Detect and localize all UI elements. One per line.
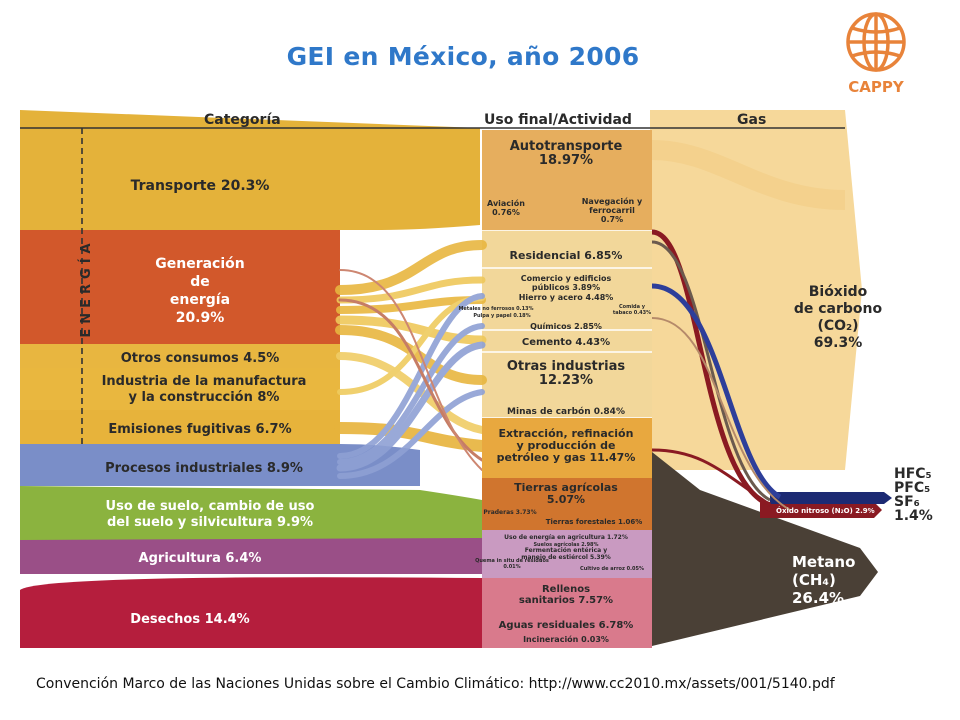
band-uso-suelo	[20, 486, 482, 540]
category-label-3: Industria de la manufactura y la construc…	[102, 374, 307, 405]
activity-label-22: Rellenos sanitarios 7.57%	[519, 584, 613, 606]
category-labels: Transporte 20.3% Generación de energía 20.9%…	[102, 178, 315, 627]
gas-label-n2o: Óxido nitroso (N₂O) 2.9%	[776, 506, 875, 515]
activity-label-0: Autotransporte 18.97%	[510, 139, 623, 168]
activity-labels: Autotransporte 18.97% Aviación 0.76% Navegac…	[458, 139, 651, 644]
tierras-agricolas-block	[482, 478, 652, 530]
activity-label-8: Comida y tabaco 0.43%	[613, 304, 651, 316]
activity-label-17: Uso de energía en agricultura 1.72%	[504, 534, 628, 541]
category-label-0: Transporte 20.3%	[131, 178, 270, 194]
category-label-2: Otros consumos 4.5%	[121, 351, 280, 366]
activity-label-2: Navegación y ferrocarril 0.7%	[582, 196, 643, 224]
band-transporte	[20, 110, 480, 230]
gas-flow-lines	[651, 140, 846, 511]
category-label-8: Desechos 14.4%	[130, 612, 249, 627]
activity-label-12: Minas de carbón 0.84%	[507, 406, 625, 417]
n2o-gas-arrow	[760, 502, 882, 518]
activity-label-20: Quema in situ de residuos 0.01%	[475, 558, 549, 570]
activity-label-6: Metales no ferrosos 0.13%	[458, 306, 533, 312]
header-gas: Gas	[737, 112, 766, 128]
activity-label-9: Químicos 2.85%	[530, 322, 602, 331]
band-desechos	[20, 577, 482, 648]
gas-label-fluor: HFC₅ PFC₅ SF₆ 1.4%	[894, 466, 933, 524]
agricultura-block	[482, 530, 652, 578]
band-emisiones-fugitivas	[20, 410, 340, 444]
gas-labels: Bióxido de carbono (CO₂) 69.3% HFC₅ PFC₅ SF₆ 1.…	[776, 284, 933, 607]
activity-label-19: Fermentación entérica y manejo de estiérc…	[521, 547, 611, 561]
energy-label: ENERGÍA	[78, 238, 94, 337]
activity-label-13: Extracción, refinación y producción de pet…	[497, 427, 636, 464]
category-label-5: Procesos industriales 8.9%	[105, 461, 303, 476]
category-bands	[20, 110, 482, 648]
cappy-globe-logo: CAPPY	[846, 12, 906, 96]
header-category: Categoría	[204, 112, 281, 128]
activity-label-10: Cemento 4.43%	[522, 337, 610, 348]
methane-gas-arrow	[652, 452, 878, 646]
activity-label-21: Cultivo de arroz 0.05%	[580, 566, 644, 572]
activity-label-11: Otras industrias 12.23%	[507, 359, 626, 388]
activity-label-16: Tierras forestales 1.06%	[546, 518, 642, 526]
activity-label-7: Pulpa y papel 0.18%	[473, 313, 530, 319]
activity-label-24: Incineración 0.03%	[523, 634, 609, 644]
desechos-block	[482, 578, 652, 648]
flow-ribbons	[334, 240, 488, 479]
band-industria	[20, 368, 340, 410]
source-caption: Convención Marco de las Naciones Unidas …	[36, 676, 835, 692]
activity-label-3: Residencial 6.85%	[510, 249, 623, 262]
category-label-4: Emisiones fugitivas 6.7%	[108, 422, 291, 437]
activity-label-1: Aviación 0.76%	[487, 198, 525, 217]
category-label-7: Agricultura 6.4%	[139, 551, 262, 566]
band-otros-consumos	[20, 344, 340, 368]
gas-label-ch4: Metano (CH₄) 26.4%	[792, 553, 855, 607]
category-label-6: Uso de suelo, cambio de uso del suelo y s…	[106, 499, 315, 530]
slide-title: GEI en México, año 2006	[286, 42, 640, 71]
cappy-logo-wordmark: CAPPY	[848, 78, 905, 96]
autotransporte-block	[482, 130, 652, 230]
band-agricultura	[20, 538, 482, 574]
category-label-1: Generación de energía 20.9%	[155, 256, 244, 326]
header-activity: Uso final/Actividad	[484, 112, 632, 128]
band-generacion-energia	[20, 230, 340, 344]
activity-label-14: Tierras agrícolas 5.07%	[514, 481, 618, 506]
gas-label-co2: Bióxido de carbono (CO₂) 69.3%	[794, 284, 883, 351]
fluor-gas-arrow	[770, 492, 892, 504]
activity-label-18: Suelos agrícolas 2.98%	[533, 541, 598, 548]
activity-label-23: Aguas residuales 6.78%	[499, 620, 634, 631]
extraccion-block	[482, 418, 652, 478]
activity-label-15: Praderas 3.73%	[483, 509, 536, 516]
band-procesos-industriales	[20, 444, 420, 486]
activity-label-5: Hierro y acero 4.48%	[519, 293, 614, 302]
activity-label-4: Comercio y edificios públicos 3.89%	[521, 274, 612, 292]
